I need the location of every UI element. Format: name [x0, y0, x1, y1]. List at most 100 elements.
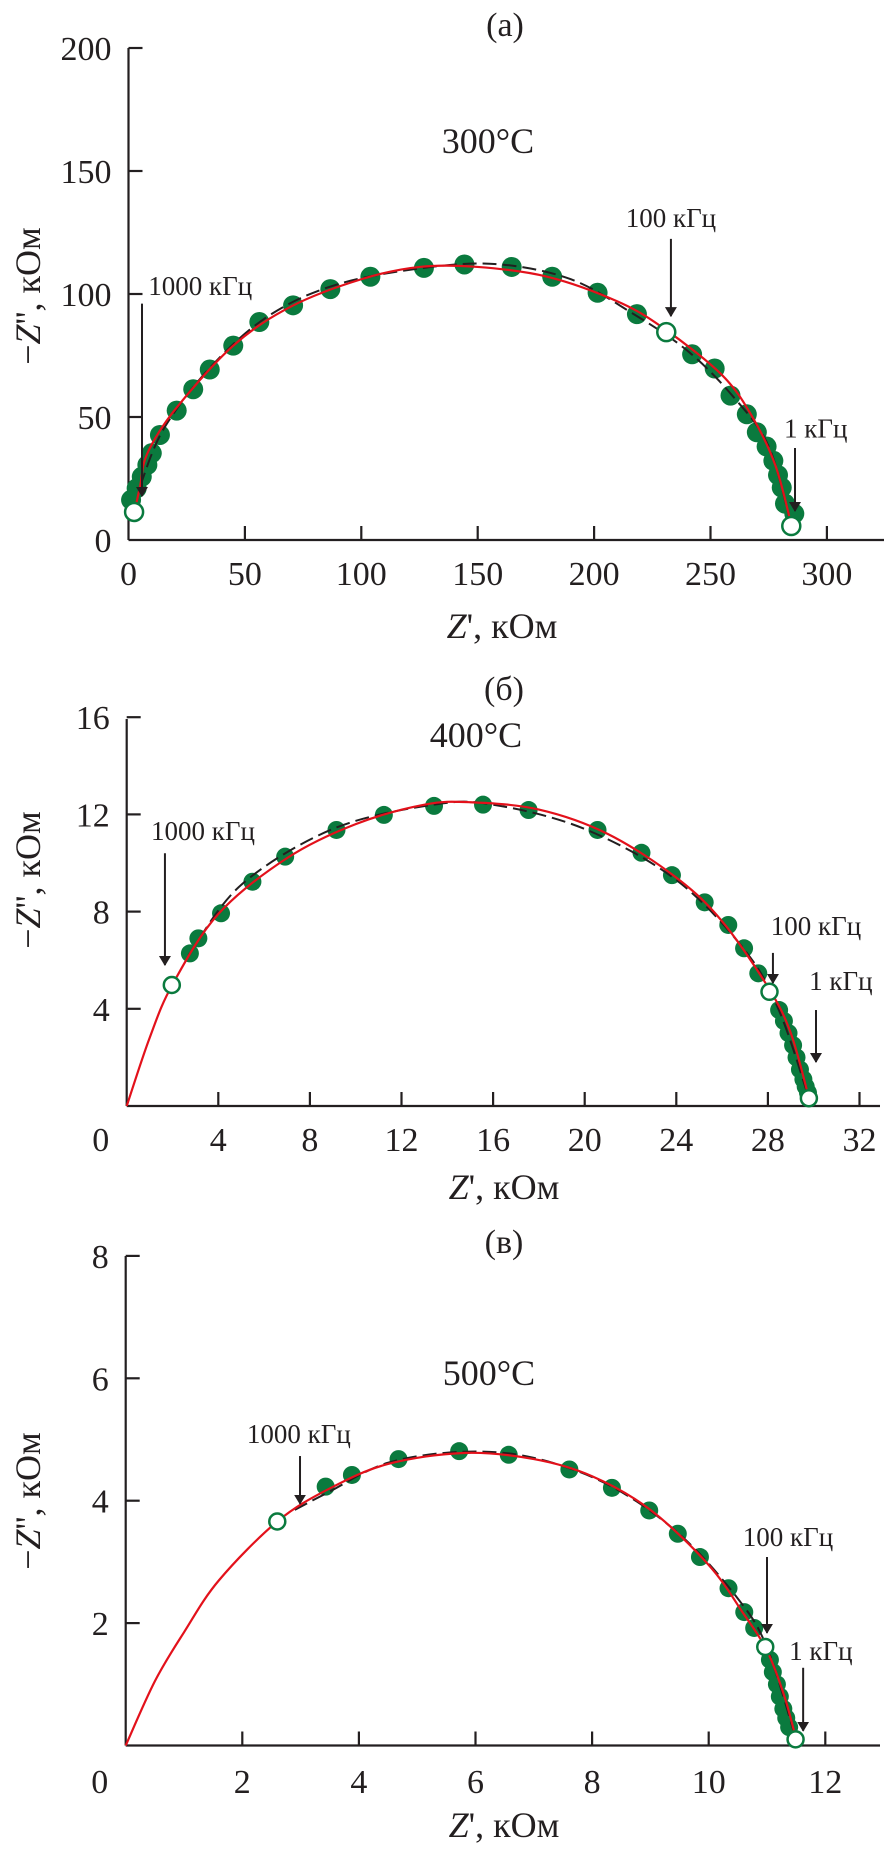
data-point-filled — [519, 801, 538, 820]
x-tick-label: 50 — [228, 556, 262, 593]
x-axis-title: Z', кОм — [447, 606, 558, 646]
frequency-label: 1000 кГц — [247, 1419, 351, 1449]
x-tick-label: 10 — [692, 1764, 726, 1801]
x-tick-label: 8 — [301, 1122, 318, 1159]
y-axis-title: −Z'', кОм — [8, 1432, 48, 1570]
fit-line-dashed — [187, 800, 811, 1100]
fit-line-red — [125, 800, 811, 1107]
y-axis-title-var: Z — [8, 1528, 48, 1549]
x-tick-label: 300 — [801, 556, 852, 593]
panel-label: (в) — [485, 1224, 524, 1261]
y-axis-title-sign: − — [8, 928, 48, 948]
x-tick-label: 200 — [569, 556, 620, 593]
data-point-open — [268, 1512, 287, 1531]
fit-line-red — [132, 264, 794, 528]
temperature-label: 500°C — [443, 1353, 535, 1393]
frequency-label: 1 кГц — [784, 413, 847, 443]
panel-label: (б) — [484, 671, 524, 708]
x-tick-label: 150 — [452, 556, 503, 593]
x-tick-label: 6 — [467, 1764, 484, 1801]
x-axis-title-var: Z — [449, 1167, 470, 1207]
x-tick-label: 28 — [751, 1122, 785, 1159]
y-axis-title-sign: − — [8, 344, 48, 364]
fit-line-dashed — [294, 1450, 798, 1740]
x-tick-label: 12 — [385, 1122, 419, 1159]
frequency-label: 100 кГц — [626, 203, 716, 233]
y-tick-label: 6 — [92, 1361, 109, 1398]
data-point-open — [756, 1637, 775, 1657]
y-tick-label: 200 — [61, 31, 112, 68]
x-tick-label: 250 — [685, 556, 736, 593]
frequency-label: 100 кГц — [743, 1522, 833, 1552]
x-axis-title-unit: ', кОм — [467, 606, 558, 646]
x-tick-label: 100 — [336, 556, 387, 593]
x-tick-label: 24 — [659, 1122, 693, 1159]
data-point-open — [162, 975, 182, 995]
data-point-open — [799, 1088, 819, 1108]
y-tick-label: 50 — [78, 400, 112, 437]
x-tick-label: 0 — [120, 556, 137, 593]
frequency-label: 100 кГц — [771, 911, 861, 941]
x-tick-label: 8 — [584, 1764, 601, 1801]
y-tick-label: 4 — [92, 1484, 109, 1521]
data-point-filled — [560, 1460, 579, 1479]
y-tick-label: 8 — [93, 895, 110, 932]
y-tick-label: 4 — [93, 992, 110, 1029]
x-tick-label: 4 — [210, 1122, 227, 1159]
x-tick-label: 20 — [568, 1122, 602, 1159]
x-axis-title: Z', кОм — [449, 1805, 560, 1845]
frequency-label: 1000 кГц — [148, 271, 252, 301]
fit-line-dashed — [139, 262, 793, 528]
x-tick-label: 4 — [350, 1764, 367, 1801]
data-point-filled — [141, 443, 162, 464]
x-tick-label: 12 — [808, 1764, 842, 1801]
data-point-open — [123, 501, 145, 523]
data-point-open — [781, 515, 802, 537]
temperature-label: 300°C — [442, 121, 534, 161]
frequency-label: 1000 кГц — [151, 816, 255, 846]
data-point-filled — [450, 1442, 469, 1461]
x-tick-label: 32 — [843, 1122, 877, 1159]
data-point-filled — [719, 915, 738, 934]
panel-label: (a) — [486, 7, 524, 44]
y-axis-title-var: Z — [8, 907, 48, 928]
data-point-filled — [746, 422, 767, 443]
y-tick-label: 12 — [76, 797, 110, 834]
y-tick-label: 16 — [76, 700, 110, 737]
y-axis-title-var: Z — [8, 323, 48, 344]
y-axis-title-unit: '', кОм — [8, 1432, 48, 1529]
x-tick-label: 2 — [234, 1764, 251, 1801]
x-axis-title-var: Z — [447, 606, 468, 646]
data-point-open — [760, 982, 779, 1002]
frequency-label: 1 кГц — [789, 1636, 852, 1666]
data-point-filled — [474, 795, 493, 814]
y-tick-label: 150 — [61, 154, 112, 191]
temperature-label: 400°C — [430, 715, 522, 755]
x-axis-title-var: Z — [449, 1805, 470, 1845]
x-axis-title-unit: ', кОм — [469, 1805, 560, 1845]
data-point-filled — [212, 904, 231, 923]
y-axis-title: −Z'', кОм — [8, 227, 48, 365]
data-point-filled — [720, 385, 741, 406]
data-point-filled — [501, 256, 522, 277]
y-tick-label: 100 — [61, 277, 112, 314]
fit-line-red — [124, 1451, 798, 1746]
y-axis-title-unit: '', кОм — [8, 227, 48, 324]
y-tick-label: 2 — [92, 1606, 109, 1643]
x-tick-label: 0 — [91, 1764, 108, 1801]
data-point-open — [786, 1730, 805, 1749]
y-tick-label: 0 — [95, 523, 112, 560]
data-point-open — [656, 321, 677, 343]
x-tick-label: 0 — [92, 1122, 109, 1159]
y-axis-title-unit: '', кОм — [8, 811, 48, 908]
frequency-label: 1 кГц — [809, 966, 872, 996]
x-axis-title: Z', кОм — [449, 1167, 560, 1207]
y-axis-title-sign: − — [8, 1549, 48, 1569]
x-axis-title-unit: ', кОм — [469, 1167, 560, 1207]
x-tick-label: 16 — [476, 1122, 510, 1159]
y-tick-label: 8 — [92, 1239, 109, 1276]
